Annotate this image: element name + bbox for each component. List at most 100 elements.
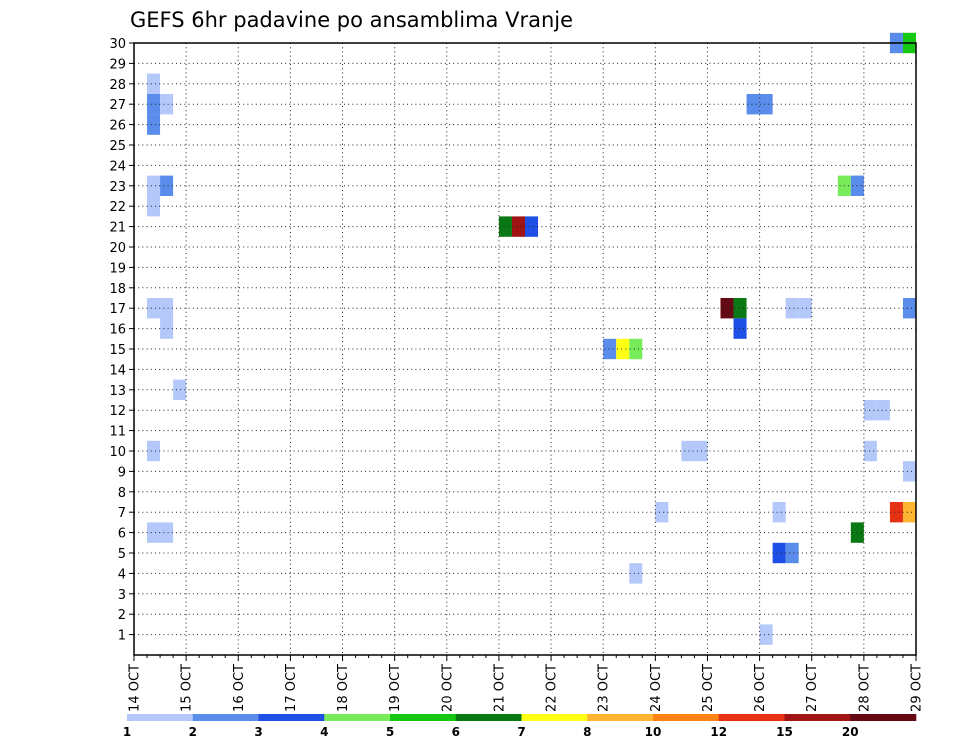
x-tick-label: 23 OCT (597, 664, 612, 712)
colorbar-swatch (850, 714, 917, 721)
precip-cell (889, 502, 903, 523)
precip-cell (902, 502, 916, 523)
precip-cell (147, 114, 161, 135)
y-tick-label: 11 (109, 425, 126, 440)
y-axis: 1234567891011121314151617181920212223242… (109, 37, 134, 644)
colorbar-swatch (192, 714, 259, 721)
x-tick-label: 25 OCT (701, 664, 716, 712)
y-tick-label: 18 (109, 282, 126, 297)
colorbar-swatch (127, 714, 194, 721)
x-tick-label: 26 OCT (753, 664, 768, 712)
precip-cell (902, 461, 916, 482)
precip-cell (160, 175, 174, 196)
colorbar-label: 5 (386, 725, 394, 739)
x-tick-label: 21 OCT (492, 664, 507, 712)
x-tick-label: 18 OCT (336, 664, 351, 712)
colorbar-swatch (258, 714, 325, 721)
precip-cell (160, 94, 174, 115)
x-tick-label: 16 OCT (232, 664, 247, 712)
precip-cell (746, 94, 760, 115)
y-tick-label: 13 (109, 384, 126, 399)
colorbar-label: 6 (452, 725, 460, 739)
precip-cell (694, 440, 708, 462)
colorbar-label: 4 (320, 725, 328, 739)
precip-cell (160, 298, 174, 319)
y-tick-label: 29 (109, 57, 126, 72)
precip-cell (772, 502, 786, 523)
precip-cell (863, 400, 877, 421)
precip-cell (511, 216, 525, 237)
precip-cell (629, 338, 643, 360)
colorbar-swatch (324, 714, 391, 721)
y-tick-label: 6 (118, 527, 126, 542)
precip-cell (160, 522, 174, 543)
y-tick-label: 4 (118, 567, 126, 582)
y-tick-label: 26 (109, 119, 126, 134)
precip-cell (863, 440, 877, 462)
y-tick-label: 8 (118, 486, 126, 501)
precip-cell (147, 522, 161, 543)
x-axis: 14 OCT 15 OCT 16 OCT 17 OCT 18 OCT 19 OCT 20 O… (128, 655, 925, 712)
colorbar-label: 3 (254, 725, 262, 739)
x-tick-label: 22 OCT (545, 664, 560, 712)
colorbar-label: 10 (645, 725, 662, 739)
colorbar-swatch (587, 714, 654, 721)
precip-cell (798, 298, 812, 319)
precip-cell (616, 338, 630, 360)
precip-cell (785, 542, 799, 564)
precip-cell (772, 542, 786, 564)
colorbar-label: 1 (123, 725, 131, 739)
y-tick-label: 15 (109, 343, 126, 358)
precipitation-cells (147, 32, 916, 645)
colorbar-swatch (653, 714, 720, 721)
colorbar-swatch (784, 714, 851, 721)
x-tick-label: 17 OCT (284, 664, 299, 712)
y-tick-label: 12 (109, 404, 126, 419)
colorbar-label: 20 (842, 725, 859, 739)
x-tick-label: 14 OCT (128, 664, 143, 712)
precip-cell (785, 298, 799, 319)
precip-cell (681, 440, 695, 462)
y-tick-label: 25 (109, 139, 126, 154)
precip-cell (147, 440, 161, 462)
chart-title: GEFS 6hr padavine po ansamblima Vranje (130, 8, 573, 32)
x-tick-label: 15 OCT (180, 664, 195, 712)
colorbar-swatch (718, 714, 785, 721)
precip-cell (173, 379, 187, 400)
precip-cell (759, 624, 773, 645)
precip-cell (603, 338, 617, 360)
y-tick-label: 16 (109, 323, 126, 338)
precip-cell (498, 216, 512, 237)
precip-cell (160, 318, 174, 339)
y-tick-label: 1 (118, 629, 126, 644)
precip-cell (902, 298, 916, 319)
grid-lines (133, 42, 917, 655)
precip-cell (147, 175, 161, 196)
y-tick-label: 21 (109, 221, 126, 236)
colorbar-label: 2 (189, 725, 197, 739)
precip-cell (876, 400, 890, 421)
colorbar-swatch (521, 714, 588, 721)
colorbar-swatch (455, 714, 522, 721)
y-tick-label: 20 (109, 241, 126, 256)
precip-cell (759, 94, 773, 115)
y-tick-label: 3 (118, 588, 126, 603)
y-tick-label: 28 (109, 78, 126, 93)
colorbar-label: 12 (710, 725, 727, 739)
y-tick-label: 9 (118, 465, 126, 480)
x-tick-label: 20 OCT (440, 664, 455, 712)
y-tick-label: 27 (109, 98, 126, 113)
x-tick-label: 19 OCT (388, 664, 403, 712)
colorbar-swatch (390, 714, 457, 721)
x-tick-label: 29 OCT (910, 664, 925, 712)
y-tick-label: 24 (109, 159, 126, 174)
y-tick-label: 17 (109, 302, 126, 317)
x-tick-label: 24 OCT (649, 664, 664, 712)
y-tick-label: 30 (109, 37, 126, 52)
y-tick-label: 2 (118, 608, 126, 623)
x-tick-label: 28 OCT (857, 664, 872, 712)
colorbar: 1 2 3 4 5 6 7 8 10 12 15 20 (123, 714, 917, 739)
y-tick-label: 19 (109, 261, 126, 276)
y-tick-label: 14 (109, 363, 126, 378)
